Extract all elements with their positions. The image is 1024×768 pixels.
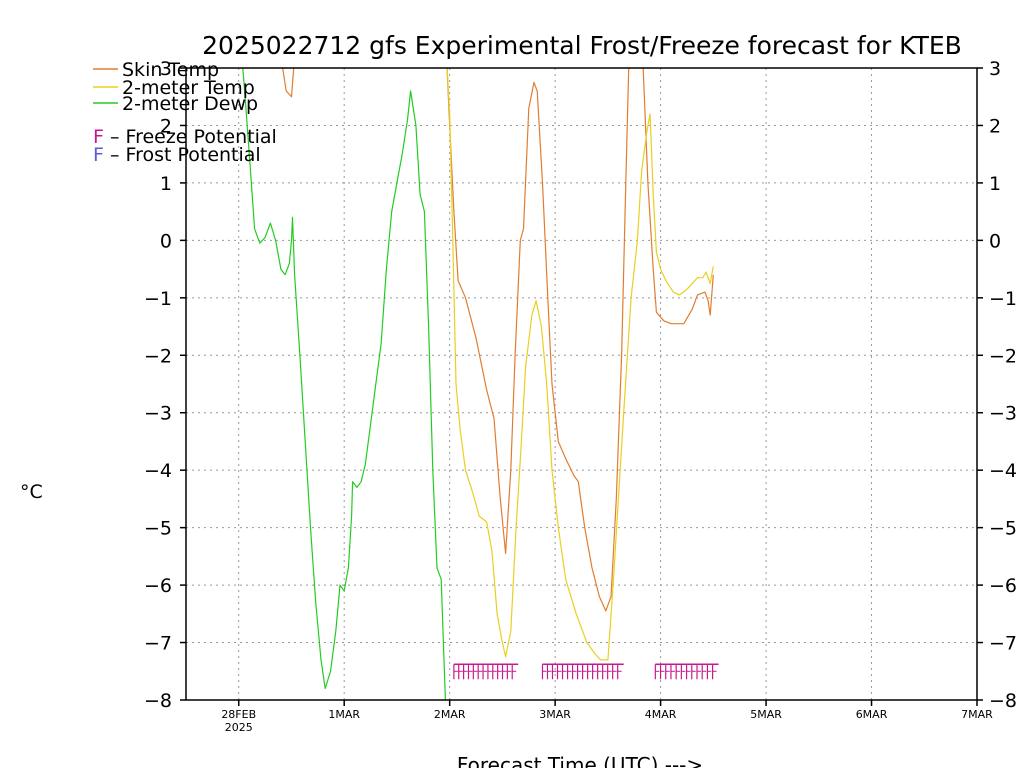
legend-marker-letter: F <box>93 144 104 166</box>
series-layer <box>242 68 714 700</box>
x-tick-label: 28FEB <box>221 708 256 721</box>
plot-frame <box>185 67 978 701</box>
legend-item: F – Freeze Potential <box>93 126 277 148</box>
y-tick-label-right: −7 <box>989 633 1017 655</box>
series-line <box>446 68 714 661</box>
series-skin-temp <box>282 68 714 612</box>
legend-label: F – Frost Potential <box>93 144 261 166</box>
freeze-potential-marker <box>453 663 519 680</box>
y-tick-label-right: −5 <box>989 518 1017 540</box>
legend-item: F – Frost Potential <box>93 144 261 166</box>
legend-label: F – Freeze Potential <box>93 126 277 148</box>
y-tick-label: 0 <box>160 230 172 252</box>
legend-item: 2-meter Dewp <box>93 93 258 115</box>
y-axis-right-ticks: 3 2 1 0 −1 −2 −3 −4 −5 −6 −7 −8 <box>977 58 1017 712</box>
x-tick-label: 4MAR <box>645 708 677 721</box>
freeze-potential-marker <box>654 663 719 680</box>
y-tick-label-right: 0 <box>989 230 1001 252</box>
legend-marker-letter: F <box>93 126 104 148</box>
series-line <box>242 68 446 700</box>
y-tick-label-right: 1 <box>989 173 1001 195</box>
y-tick-label-right: −3 <box>989 403 1017 425</box>
y-tick-label: −5 <box>144 518 172 540</box>
legend-marker-text: – Freeze Potential <box>104 126 277 148</box>
legend-marker-text: – Frost Potential <box>104 144 261 166</box>
x-tick-label: 1MAR <box>328 708 360 721</box>
y-tick-label-right: −4 <box>989 460 1017 482</box>
y-tick-label-right: −2 <box>989 345 1017 367</box>
x-tick-label: 7MAR <box>961 708 993 721</box>
x-axis-label: Forecast Time (UTC) ---> <box>457 753 703 768</box>
y-tick-label-right: 2 <box>989 115 1001 137</box>
y-tick-label: 2 <box>160 115 172 137</box>
x-tick-sublabel: 2025 <box>225 721 253 734</box>
legend-label: Skin Temp <box>122 59 219 81</box>
freeze-potential-marker <box>541 663 624 680</box>
y-tick-label-right: 3 <box>989 58 1001 80</box>
y-tick-label-right: −8 <box>989 690 1017 712</box>
series-line <box>642 68 714 325</box>
legend-item: Skin Temp <box>93 59 219 81</box>
y-tick-label: 1 <box>160 173 172 195</box>
x-tick-label: 6MAR <box>856 708 888 721</box>
legend-label: 2-meter Dewp <box>122 93 258 115</box>
series-line <box>446 68 630 612</box>
y-tick-label-right: −1 <box>989 288 1017 310</box>
potential-markers <box>453 663 719 680</box>
series-2-meter-dewp <box>242 68 446 700</box>
chart-title: 2025022712 gfs Experimental Frost/Freeze… <box>202 31 962 60</box>
legend-label: 2-meter Temp <box>122 77 255 99</box>
y-axis-label: °C <box>20 481 43 503</box>
series-2-meter-temp <box>446 68 714 661</box>
x-tick-label: 5MAR <box>750 708 782 721</box>
series-line <box>282 68 295 98</box>
y-axis-left-ticks: 3 2 1 0 −1 −2 −3 −4 −5 −6 −7 −8 <box>144 58 186 712</box>
y-tick-label: −4 <box>144 460 172 482</box>
y-tick-label: −7 <box>144 633 172 655</box>
y-tick-label: −8 <box>144 690 172 712</box>
y-tick-label-right: −6 <box>989 575 1017 597</box>
y-tick-label: −3 <box>144 403 172 425</box>
y-tick-label: −1 <box>144 288 172 310</box>
y-tick-label: 3 <box>160 58 172 80</box>
legend-item: 2-meter Temp <box>93 77 255 99</box>
y-tick-label: −6 <box>144 575 172 597</box>
x-tick-label: 3MAR <box>539 708 571 721</box>
x-tick-label: 2MAR <box>434 708 466 721</box>
y-tick-label: −2 <box>144 345 172 367</box>
